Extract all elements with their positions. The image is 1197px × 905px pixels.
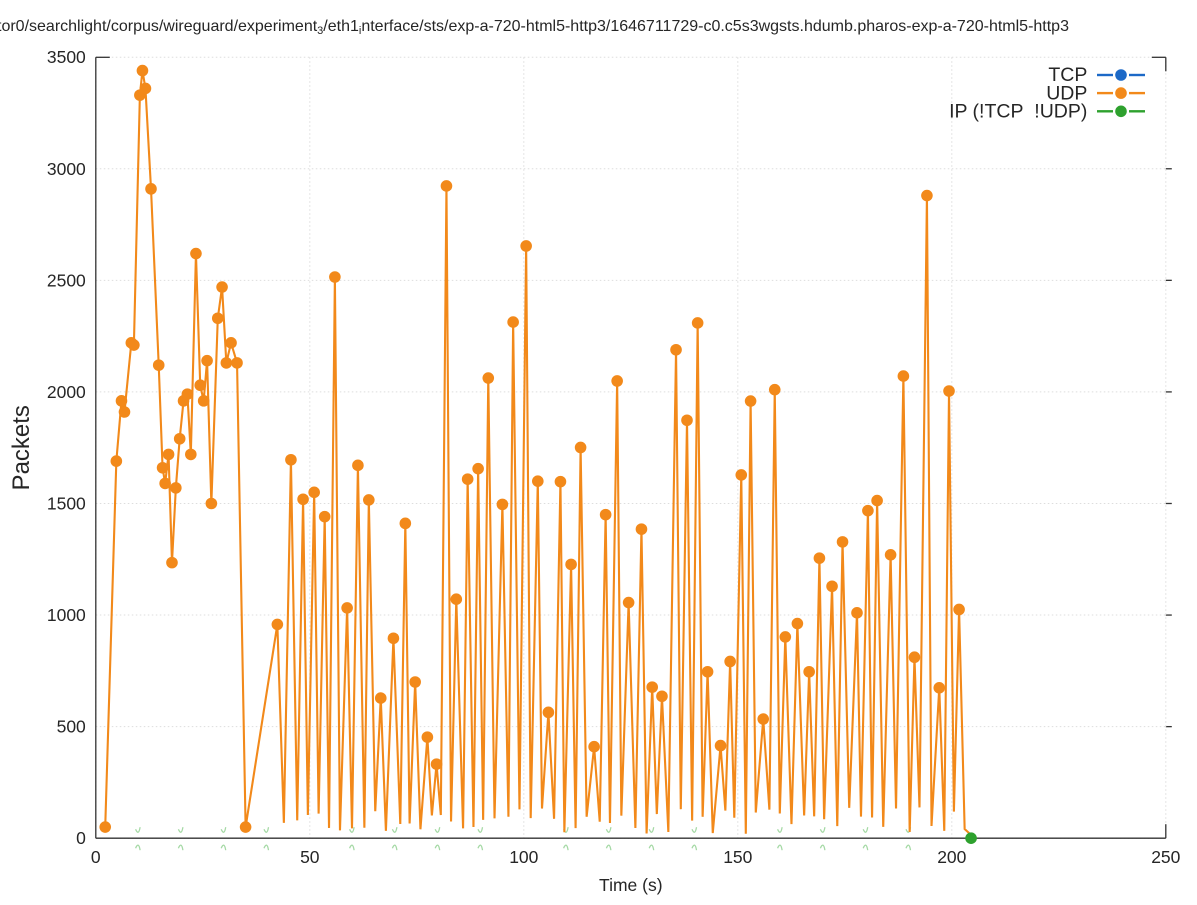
svg-text:1000: 1000 <box>47 605 86 625</box>
svg-text:3500: 3500 <box>47 47 86 67</box>
svg-text:200: 200 <box>937 847 966 867</box>
svg-text:100: 100 <box>509 847 538 867</box>
svg-text:1500: 1500 <box>47 493 86 513</box>
svg-text:2000: 2000 <box>47 382 86 402</box>
svg-text:2500: 2500 <box>47 270 86 290</box>
svg-text:Time (s): Time (s) <box>599 875 663 895</box>
svg-text:IP (!TCP !UDP): IP (!TCP !UDP) <box>949 101 1087 123</box>
svg-text:150: 150 <box>723 847 752 867</box>
svg-text:250: 250 <box>1151 847 1180 867</box>
svg-text:0: 0 <box>91 847 101 867</box>
svg-text:50: 50 <box>300 847 320 867</box>
svg-text:3000: 3000 <box>47 159 86 179</box>
svg-text:0: 0 <box>76 828 86 848</box>
svg-text:500: 500 <box>57 717 86 737</box>
svg-text:Packets: Packets <box>8 405 35 490</box>
